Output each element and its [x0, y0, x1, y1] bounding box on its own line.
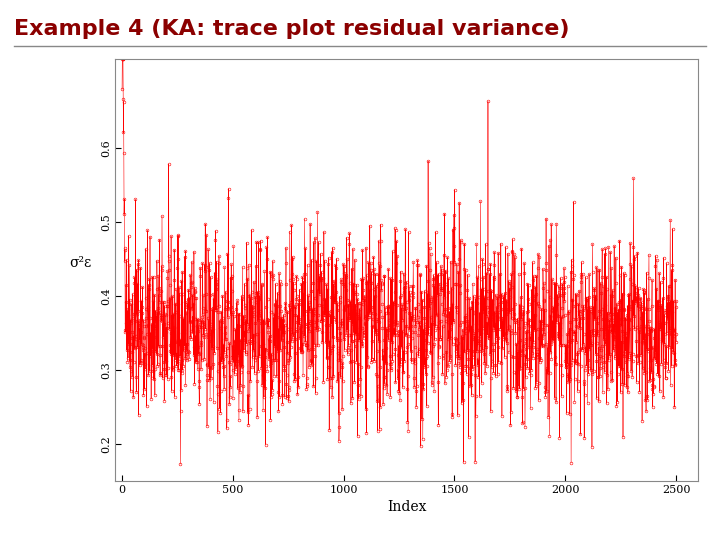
X-axis label: Index: Index	[387, 501, 426, 514]
Text: Example 4 (KA: trace plot residual variance): Example 4 (KA: trace plot residual varia…	[14, 19, 570, 39]
Y-axis label: σ²ε: σ²ε	[69, 256, 91, 270]
